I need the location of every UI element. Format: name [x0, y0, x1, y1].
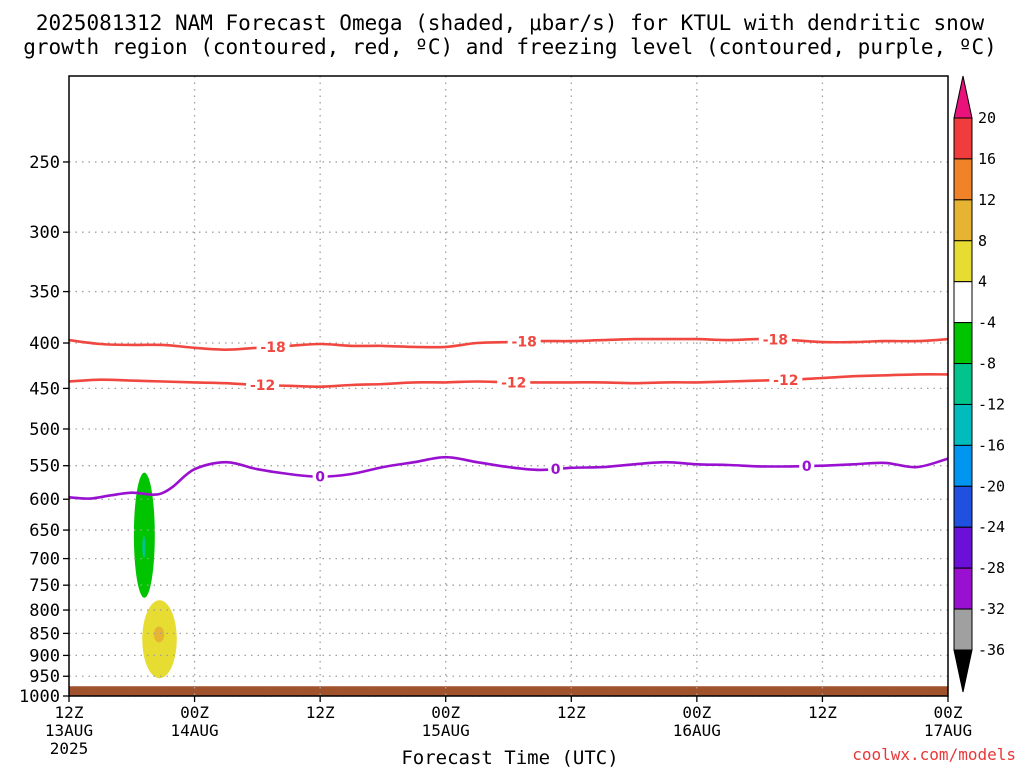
colorbar-tick-label: 16 — [978, 150, 996, 168]
colorbar-segment — [953, 117, 973, 160]
x-tick-label-hour: 12Z — [808, 703, 837, 722]
contour-label-backing — [312, 468, 328, 485]
colorbar-tick-label: -36 — [978, 641, 1005, 659]
x-tick-label-hour: 00Z — [934, 703, 963, 722]
x-tick-label-hour: 00Z — [431, 703, 460, 722]
contour-label-backing — [769, 371, 803, 388]
colorbar-segment — [953, 363, 973, 405]
x-tick-label-date: 15AUG — [422, 721, 470, 740]
y-tick-label: 900 — [29, 646, 60, 666]
contour-label-backing — [799, 458, 815, 475]
contour-line-0 — [68, 455, 949, 500]
colorbar: 20 16 12 8 4 -4 -8 -12 -16 -20 -24 -28 -32 -36 — [953, 75, 1005, 693]
y-tick-label: 850 — [29, 624, 60, 644]
colorbar-segment — [953, 444, 973, 487]
colorbar-segment — [953, 526, 973, 569]
colorbar-segment — [953, 322, 973, 365]
colorbar-segment — [953, 199, 973, 242]
omega-shaded-region--12-to--8 — [142, 535, 146, 559]
x-tick-label-hour: 12Z — [557, 703, 586, 722]
colorbar-segment — [953, 567, 973, 610]
omega-shaded-region--8-to--4 — [133, 472, 155, 598]
colorbar-segment — [953, 485, 973, 528]
contour-label-backing — [548, 460, 564, 477]
ground-surface-strip — [69, 686, 948, 696]
contour-label-minus-18: -18 — [763, 333, 788, 349]
colorbar-bottom-arrow — [953, 649, 973, 693]
x-tick-label-date: 14AUG — [170, 721, 218, 740]
contour-label-backing — [256, 338, 290, 355]
x-tick-label-hour: 00Z — [180, 703, 209, 722]
y-tick-label: 800 — [29, 601, 60, 621]
contour-label-backing — [507, 333, 541, 350]
omega-shaded-region-8-to-12 — [153, 626, 165, 643]
colorbar-tick-label: -32 — [978, 600, 1005, 618]
colorbar-tick-label: -28 — [978, 559, 1005, 577]
credit-label: coolwx.com/models — [852, 745, 1016, 764]
colorbar-segment — [953, 608, 973, 651]
contour-label-0: 0 — [315, 470, 325, 486]
plot-frame — [68, 75, 949, 697]
y-tick-label: 950 — [29, 667, 60, 687]
y-tick-label: 1000 — [19, 687, 60, 707]
plot-area: -18 -18 -18 -12 -12 -12 0 0 0 250 300 350 400 450 500 5… — [19, 75, 972, 758]
contour-label-minus-18: -18 — [512, 335, 537, 351]
contour-label-minus-12: -12 — [773, 373, 798, 389]
chart-title-line-1: 2025081312 NAM Forecast Omega (shaded, μ… — [36, 11, 985, 35]
y-tick-label: 450 — [29, 379, 60, 399]
y-tick-label: 350 — [29, 283, 60, 303]
colorbar-tick-label: 4 — [978, 273, 987, 291]
y-tick-label: 500 — [29, 420, 60, 440]
colorbar-segment — [953, 158, 973, 201]
colorbar-segment — [953, 281, 973, 324]
colorbar-tick-label: 12 — [978, 191, 996, 209]
contour-label-minus-12: -12 — [250, 378, 275, 394]
colorbar-tick-label: -20 — [978, 477, 1005, 495]
colorbar-tick-label: -16 — [978, 436, 1005, 454]
colorbar-tick-label: -24 — [978, 518, 1005, 536]
x-tick-label-hour: 12Z — [306, 703, 335, 722]
y-tick-label: 300 — [29, 223, 60, 243]
y-tick-label: 600 — [29, 490, 60, 510]
x-tick-label-date: 17AUG — [924, 721, 972, 740]
colorbar-tick-label: 8 — [978, 232, 987, 250]
contour-label-backing — [758, 331, 792, 348]
chart-title-line-2: growth region (contoured, red, ºC) and f… — [23, 35, 997, 59]
contour-label-0: 0 — [551, 462, 561, 478]
colorbar-segment — [953, 403, 973, 446]
colorbar-segment — [953, 240, 973, 283]
colorbar-tick-label: -8 — [978, 355, 996, 373]
colorbar-tick-label: -4 — [978, 314, 996, 332]
contour-label-minus-12: -12 — [501, 375, 526, 391]
contour-label-backing — [246, 377, 280, 394]
y-tick-label: 750 — [29, 576, 60, 596]
y-tick-label: 400 — [29, 334, 60, 354]
contour-label-backing — [497, 374, 531, 391]
x-tick-label-hour: 00Z — [682, 703, 711, 722]
x-axis-label: Forecast Time (UTC) — [401, 747, 618, 768]
x-tick-label-date: 16AUG — [673, 721, 721, 740]
x-tick-label-date: 13AUG — [45, 721, 93, 740]
contour-label-0: 0 — [802, 459, 812, 475]
colorbar-tick-label: 20 — [978, 109, 996, 127]
x-tick-label-hour: 12Z — [55, 703, 84, 722]
y-tick-label: 550 — [29, 457, 60, 477]
y-tick-label: 700 — [29, 550, 60, 570]
y-tick-label: 250 — [29, 153, 60, 173]
x-tick-label-year: 2025 — [50, 739, 89, 758]
contour-label-minus-18: -18 — [260, 340, 285, 356]
y-tick-label: 650 — [29, 521, 60, 541]
colorbar-tick-label: -12 — [978, 395, 1005, 413]
